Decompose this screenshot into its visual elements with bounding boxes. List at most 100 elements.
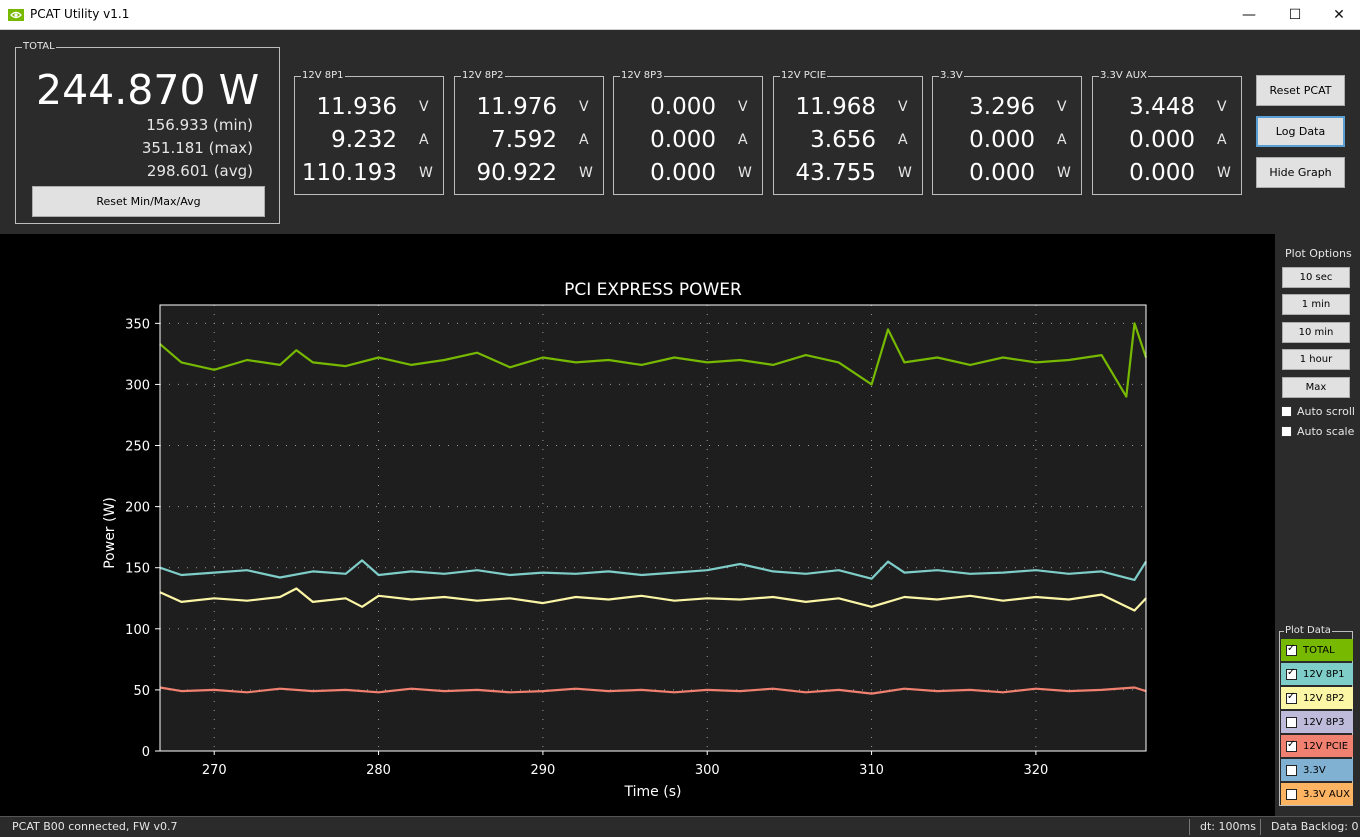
series-point	[1125, 396, 1127, 398]
series-point	[213, 572, 215, 574]
series-point	[1035, 596, 1037, 598]
window-title: PCAT Utility v1.1	[30, 7, 130, 21]
x-tick-label: 290	[530, 763, 555, 778]
series-point	[640, 689, 643, 691]
series-point	[312, 690, 314, 692]
series-point	[295, 349, 297, 351]
close-button[interactable]: ✕	[1333, 7, 1345, 23]
series-point	[706, 361, 708, 363]
total-power-readout: 244.870 W	[36, 66, 260, 114]
range-10-min-button[interactable]: 10 min	[1282, 322, 1350, 343]
series-point	[871, 578, 873, 580]
series-checkbox[interactable]	[1286, 691, 1297, 704]
series-toggle-total[interactable]: TOTAL	[1281, 639, 1353, 661]
series-point	[969, 689, 971, 691]
rail-volts: 11.976	[476, 94, 557, 120]
total-group: TOTAL 244.870 W 156.933 (min) 351.181 (m…	[15, 40, 280, 224]
connection-status: PCAT B00 connected, FW v0.7	[12, 820, 178, 833]
rail-volts: 3.296	[969, 94, 1035, 120]
series-point	[476, 689, 478, 691]
hide-graph-button[interactable]: Hide Graph	[1256, 157, 1345, 188]
rail-name: 3.3V	[939, 69, 964, 83]
watts-unit: W	[1217, 165, 1231, 181]
series-point	[1133, 609, 1136, 612]
auto-scale-row[interactable]: Auto scale	[1281, 424, 1354, 438]
chart-title: PCI EXPRESS POWER	[564, 280, 742, 300]
series-checkbox[interactable]	[1286, 788, 1297, 800]
range-1-min-button[interactable]: 1 min	[1282, 294, 1350, 315]
auto-scale-label: Auto scale	[1297, 424, 1355, 438]
x-tick-label: 310	[859, 763, 884, 778]
grid-layer	[160, 305, 1146, 751]
maximize-button[interactable]: ☐	[1288, 7, 1302, 23]
rail-name: 12V 8P2	[461, 69, 505, 83]
range-max-button[interactable]: Max	[1282, 377, 1350, 398]
reset-pcat-button[interactable]: Reset PCAT	[1256, 75, 1345, 106]
series-point	[575, 573, 577, 575]
auto-scale-checkbox[interactable]	[1281, 425, 1292, 437]
series-checkbox[interactable]	[1286, 716, 1297, 728]
plot-background	[160, 305, 1146, 751]
series-toggle-12v-pcie[interactable]: 12V PCIE	[1281, 735, 1353, 757]
series-point	[443, 359, 445, 361]
series-point	[279, 576, 281, 579]
rail-volts: 11.968	[795, 94, 876, 120]
watts-unit: W	[419, 165, 433, 181]
series-point	[903, 688, 906, 690]
series-point	[838, 361, 840, 363]
auto-scroll-checkbox[interactable]	[1281, 405, 1292, 417]
plot-data-group: Plot Data TOTAL 12V 8P1 12V 8P2 12V 8P3 …	[1279, 624, 1353, 806]
series-toggle-12v-8p1[interactable]: 12V 8P1	[1281, 663, 1353, 685]
series-toggle-12v-8p2[interactable]: 12V 8P2	[1281, 687, 1353, 709]
series-point	[706, 569, 708, 571]
series-toggle-12v-8p3[interactable]: 12V 8P3	[1281, 711, 1353, 733]
series-point	[246, 691, 248, 693]
minimize-button[interactable]: —	[1242, 7, 1256, 23]
series-checkbox[interactable]	[1286, 643, 1297, 656]
series-point	[509, 574, 511, 576]
volts-unit: V	[738, 99, 748, 115]
rail-volts: 11.936	[316, 94, 397, 120]
range-1-hour-button[interactable]: 1 hour	[1282, 349, 1350, 370]
rail-watts: 0.000	[969, 160, 1035, 186]
title-bar: PCAT Utility v1.1 — ☐ ✕	[0, 0, 1360, 30]
series-point	[608, 570, 610, 572]
plot-area: 270 280 290 300 310 320 0 50 100 150 200 250 300 350 …	[0, 234, 1275, 816]
auto-scroll-row[interactable]: Auto scroll	[1281, 404, 1355, 418]
series-point	[312, 601, 314, 603]
series-toggle-3v3[interactable]: 3.3V	[1281, 759, 1353, 781]
rail-amps: 0.000	[650, 127, 716, 153]
y-tick-label: 200	[125, 501, 150, 516]
series-toggle-3v3-aux[interactable]: 3.3V AUX	[1281, 783, 1353, 805]
series-point	[345, 689, 347, 691]
watts-unit: W	[1057, 165, 1071, 181]
range-10-sec-button[interactable]: 10 sec	[1282, 267, 1350, 288]
series-checkbox[interactable]	[1286, 667, 1297, 680]
amps-unit: A	[579, 132, 589, 148]
y-axis-label: Power (W)	[102, 497, 118, 569]
series-point	[295, 587, 297, 590]
series-point	[871, 606, 873, 608]
series-point	[1068, 690, 1070, 692]
series-line-12v-8p2	[159, 587, 1147, 612]
series-point	[739, 598, 741, 601]
series-point	[805, 354, 807, 356]
series-checkbox[interactable]	[1286, 739, 1297, 752]
series-point	[246, 569, 248, 571]
series-point	[180, 361, 182, 363]
axis-layer: 270 280 290 300 310 320 0 50 100 150 200 250 300 350	[125, 304, 1147, 778]
reset-min-max-avg-button[interactable]: Reset Min/Max/Avg	[32, 186, 265, 217]
series-point	[673, 572, 676, 574]
series-point	[936, 598, 938, 601]
series-point	[345, 573, 347, 575]
plot-data-legend: Plot Data	[1284, 624, 1332, 638]
series-point	[838, 689, 840, 691]
series-point	[1068, 598, 1070, 601]
log-data-button[interactable]: Log Data	[1256, 116, 1345, 147]
series-point	[739, 359, 741, 361]
series-point	[1002, 572, 1004, 574]
series-label: 12V 8P3	[1303, 716, 1345, 728]
series-checkbox[interactable]	[1286, 764, 1297, 776]
series-point	[1002, 691, 1004, 693]
power-chart: 270 280 290 300 310 320050100150200250300350 …	[102, 280, 1148, 800]
